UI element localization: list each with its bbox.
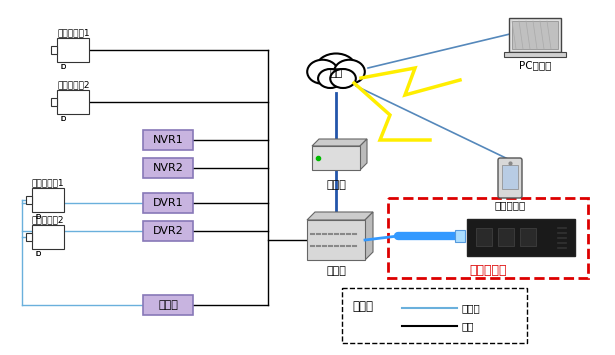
FancyBboxPatch shape [498,158,522,198]
Text: D: D [35,214,40,220]
Ellipse shape [330,69,356,88]
FancyBboxPatch shape [504,52,566,57]
FancyBboxPatch shape [51,98,57,106]
FancyBboxPatch shape [388,198,588,278]
Text: 手机客户端: 手机客户端 [494,200,526,210]
Text: D: D [60,64,65,70]
Polygon shape [360,139,367,170]
FancyBboxPatch shape [26,233,32,241]
FancyBboxPatch shape [512,21,558,49]
Text: NVR1: NVR1 [153,135,183,145]
Text: DVR2: DVR2 [153,226,183,236]
Text: DVR1: DVR1 [153,198,183,208]
FancyBboxPatch shape [32,188,64,212]
FancyBboxPatch shape [143,221,193,241]
Text: 网线: 网线 [462,321,475,331]
FancyBboxPatch shape [455,230,465,242]
FancyBboxPatch shape [498,228,514,246]
FancyBboxPatch shape [509,18,561,52]
Ellipse shape [308,60,338,84]
Polygon shape [307,212,373,220]
FancyBboxPatch shape [502,165,518,189]
Ellipse shape [316,54,356,82]
Text: D: D [60,116,65,122]
Ellipse shape [318,69,343,88]
Text: D: D [60,116,65,122]
FancyBboxPatch shape [342,288,527,343]
Ellipse shape [334,60,365,84]
Text: 模拟摄像头2: 模拟摄像头2 [32,215,65,224]
Text: 转换器: 转换器 [158,300,178,310]
FancyBboxPatch shape [143,130,193,150]
FancyBboxPatch shape [312,146,360,170]
FancyBboxPatch shape [307,220,365,260]
FancyBboxPatch shape [32,225,64,249]
Text: 视频线: 视频线 [462,303,481,313]
Text: D: D [35,214,40,220]
Text: PC客户端: PC客户端 [519,60,551,70]
FancyBboxPatch shape [143,158,193,178]
FancyBboxPatch shape [51,46,57,54]
FancyBboxPatch shape [57,38,89,62]
FancyBboxPatch shape [476,228,492,246]
Text: 模拟摄像头1: 模拟摄像头1 [32,178,65,187]
FancyBboxPatch shape [26,196,32,204]
Text: 视频报警器: 视频报警器 [469,264,507,277]
FancyBboxPatch shape [520,228,536,246]
Polygon shape [312,139,367,146]
Text: 公网: 公网 [330,68,343,78]
Text: 数字摄像头1: 数字摄像头1 [57,28,90,37]
Text: 图例：: 图例： [352,300,373,313]
Text: D: D [35,251,40,257]
Text: 路由器: 路由器 [326,180,346,190]
FancyBboxPatch shape [467,219,575,256]
Text: 交换机: 交换机 [326,266,346,276]
Text: D: D [35,251,40,257]
FancyBboxPatch shape [143,295,193,315]
Text: NVR2: NVR2 [153,163,183,173]
Text: 数字摄像头2: 数字摄像头2 [57,80,90,89]
Text: D: D [60,64,65,70]
Polygon shape [365,212,373,260]
FancyBboxPatch shape [143,193,193,213]
FancyBboxPatch shape [57,90,89,114]
